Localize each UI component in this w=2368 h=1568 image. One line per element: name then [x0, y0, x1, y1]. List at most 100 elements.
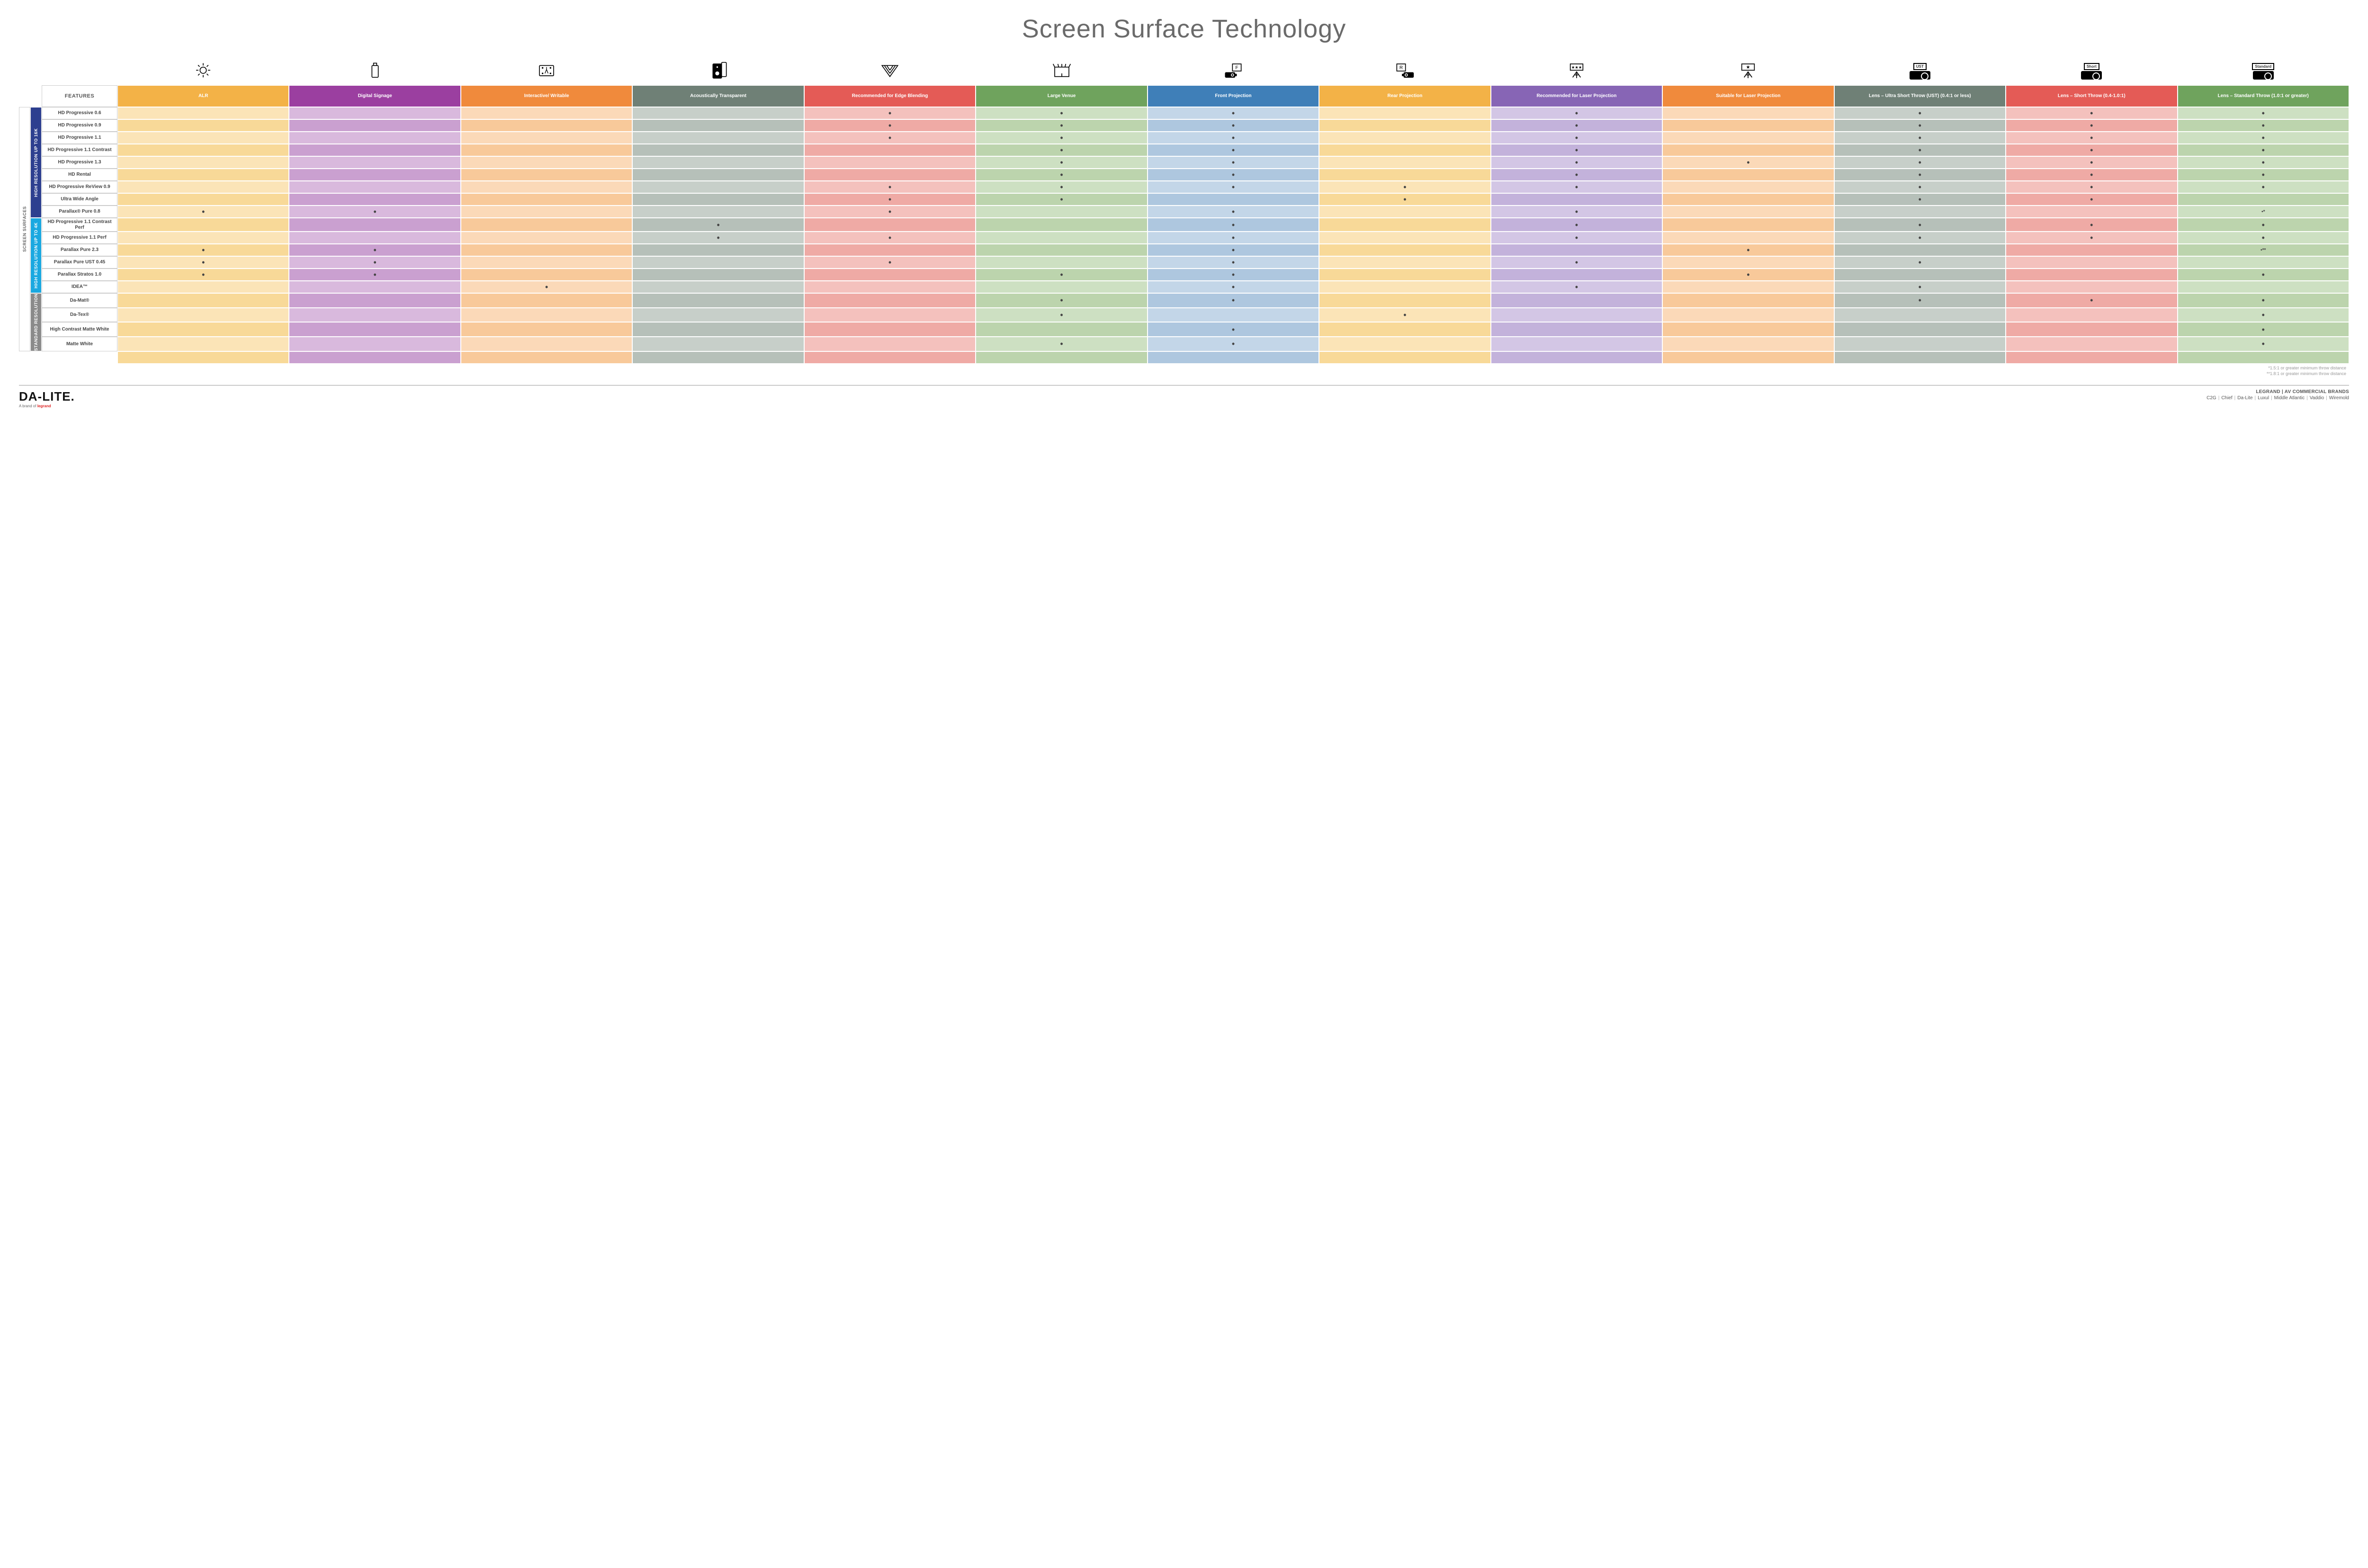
cell [461, 144, 632, 156]
cell [117, 269, 289, 281]
cell [1834, 181, 2006, 193]
cell [289, 193, 460, 206]
cell [976, 218, 1147, 232]
cell [976, 119, 1147, 132]
cell [461, 256, 632, 269]
cell [2006, 169, 2177, 181]
cell [1491, 169, 1662, 181]
row-label: Parallax Pure 2.3 [42, 244, 117, 256]
cell [117, 308, 289, 323]
cell [1319, 269, 1490, 281]
row-label: Matte White [42, 337, 117, 351]
cell [976, 156, 1147, 169]
col-header-int: Interactive/ Writable [461, 85, 632, 107]
cell [289, 293, 460, 308]
cell [1662, 218, 1834, 232]
cell [2006, 119, 2177, 132]
cell [804, 293, 976, 308]
std-icon: Standard [2178, 57, 2349, 85]
cell [632, 119, 804, 132]
outer-side-label: SCREEN SURFACES [19, 107, 30, 351]
cell [1834, 206, 2006, 218]
cell [289, 169, 460, 181]
dalite-logo: DA-LITE. [19, 389, 75, 404]
cell [632, 156, 804, 169]
cell [2006, 144, 2177, 156]
cell [632, 232, 804, 244]
cell [2178, 156, 2349, 169]
cell [2178, 169, 2349, 181]
cell [1319, 281, 1490, 293]
cell [117, 232, 289, 244]
cell [1662, 322, 1834, 337]
cell [117, 132, 289, 144]
cell [1491, 281, 1662, 293]
cell [632, 132, 804, 144]
cell [1148, 107, 1319, 119]
cell [632, 218, 804, 232]
cell [804, 181, 976, 193]
cell [976, 132, 1147, 144]
cell [1148, 144, 1319, 156]
cell [1319, 232, 1490, 244]
int-icon [461, 57, 632, 85]
cell [804, 232, 976, 244]
cell [289, 119, 460, 132]
cell [1148, 293, 1319, 308]
col-header-std: Lens – Standard Throw (1.0:1 or greater) [2178, 85, 2349, 107]
cell [632, 337, 804, 351]
cell [804, 156, 976, 169]
cell [461, 269, 632, 281]
cell [2178, 107, 2349, 119]
cell [289, 206, 460, 218]
cell [976, 107, 1147, 119]
cell [1319, 256, 1490, 269]
cell [1662, 144, 1834, 156]
cell [1662, 232, 1834, 244]
cell [632, 293, 804, 308]
cell [289, 218, 460, 232]
cell [289, 281, 460, 293]
cell [117, 218, 289, 232]
cell [804, 206, 976, 218]
cell [632, 256, 804, 269]
svg-text:R: R [1399, 65, 1403, 71]
cell [2178, 256, 2349, 269]
cell [461, 322, 632, 337]
cell [1662, 169, 1834, 181]
cell [2006, 337, 2177, 351]
cell [1834, 169, 2006, 181]
cell [804, 256, 976, 269]
cell [289, 232, 460, 244]
cell [1662, 337, 1834, 351]
cell [1319, 193, 1490, 206]
cell [632, 281, 804, 293]
cell [632, 107, 804, 119]
cell [2178, 281, 2349, 293]
cell [461, 206, 632, 218]
cell [1148, 156, 1319, 169]
cell [289, 144, 460, 156]
cell [289, 156, 460, 169]
row-label: HD Progressive 0.9 [42, 119, 117, 132]
aco-icon [632, 57, 804, 85]
col-header-dig: Digital Signage [289, 85, 460, 107]
features-header: FEATURES [42, 85, 117, 107]
cell [2178, 337, 2349, 351]
cell [2178, 269, 2349, 281]
cell [1662, 132, 1834, 144]
cell [461, 337, 632, 351]
cell [1662, 256, 1834, 269]
dig-icon [289, 57, 460, 85]
cell [1148, 322, 1319, 337]
cell [2006, 206, 2177, 218]
row-label: Da-Tex® [42, 308, 117, 323]
row-label: Parallax Pure UST 0.45 [42, 256, 117, 269]
cell [804, 244, 976, 256]
cell [1319, 181, 1490, 193]
row-label: Da-Mat® [42, 293, 117, 308]
cell [1491, 107, 1662, 119]
cell [976, 308, 1147, 323]
row-label: High Contrast Matte White [42, 322, 117, 337]
row-label: Parallax Stratos 1.0 [42, 269, 117, 281]
